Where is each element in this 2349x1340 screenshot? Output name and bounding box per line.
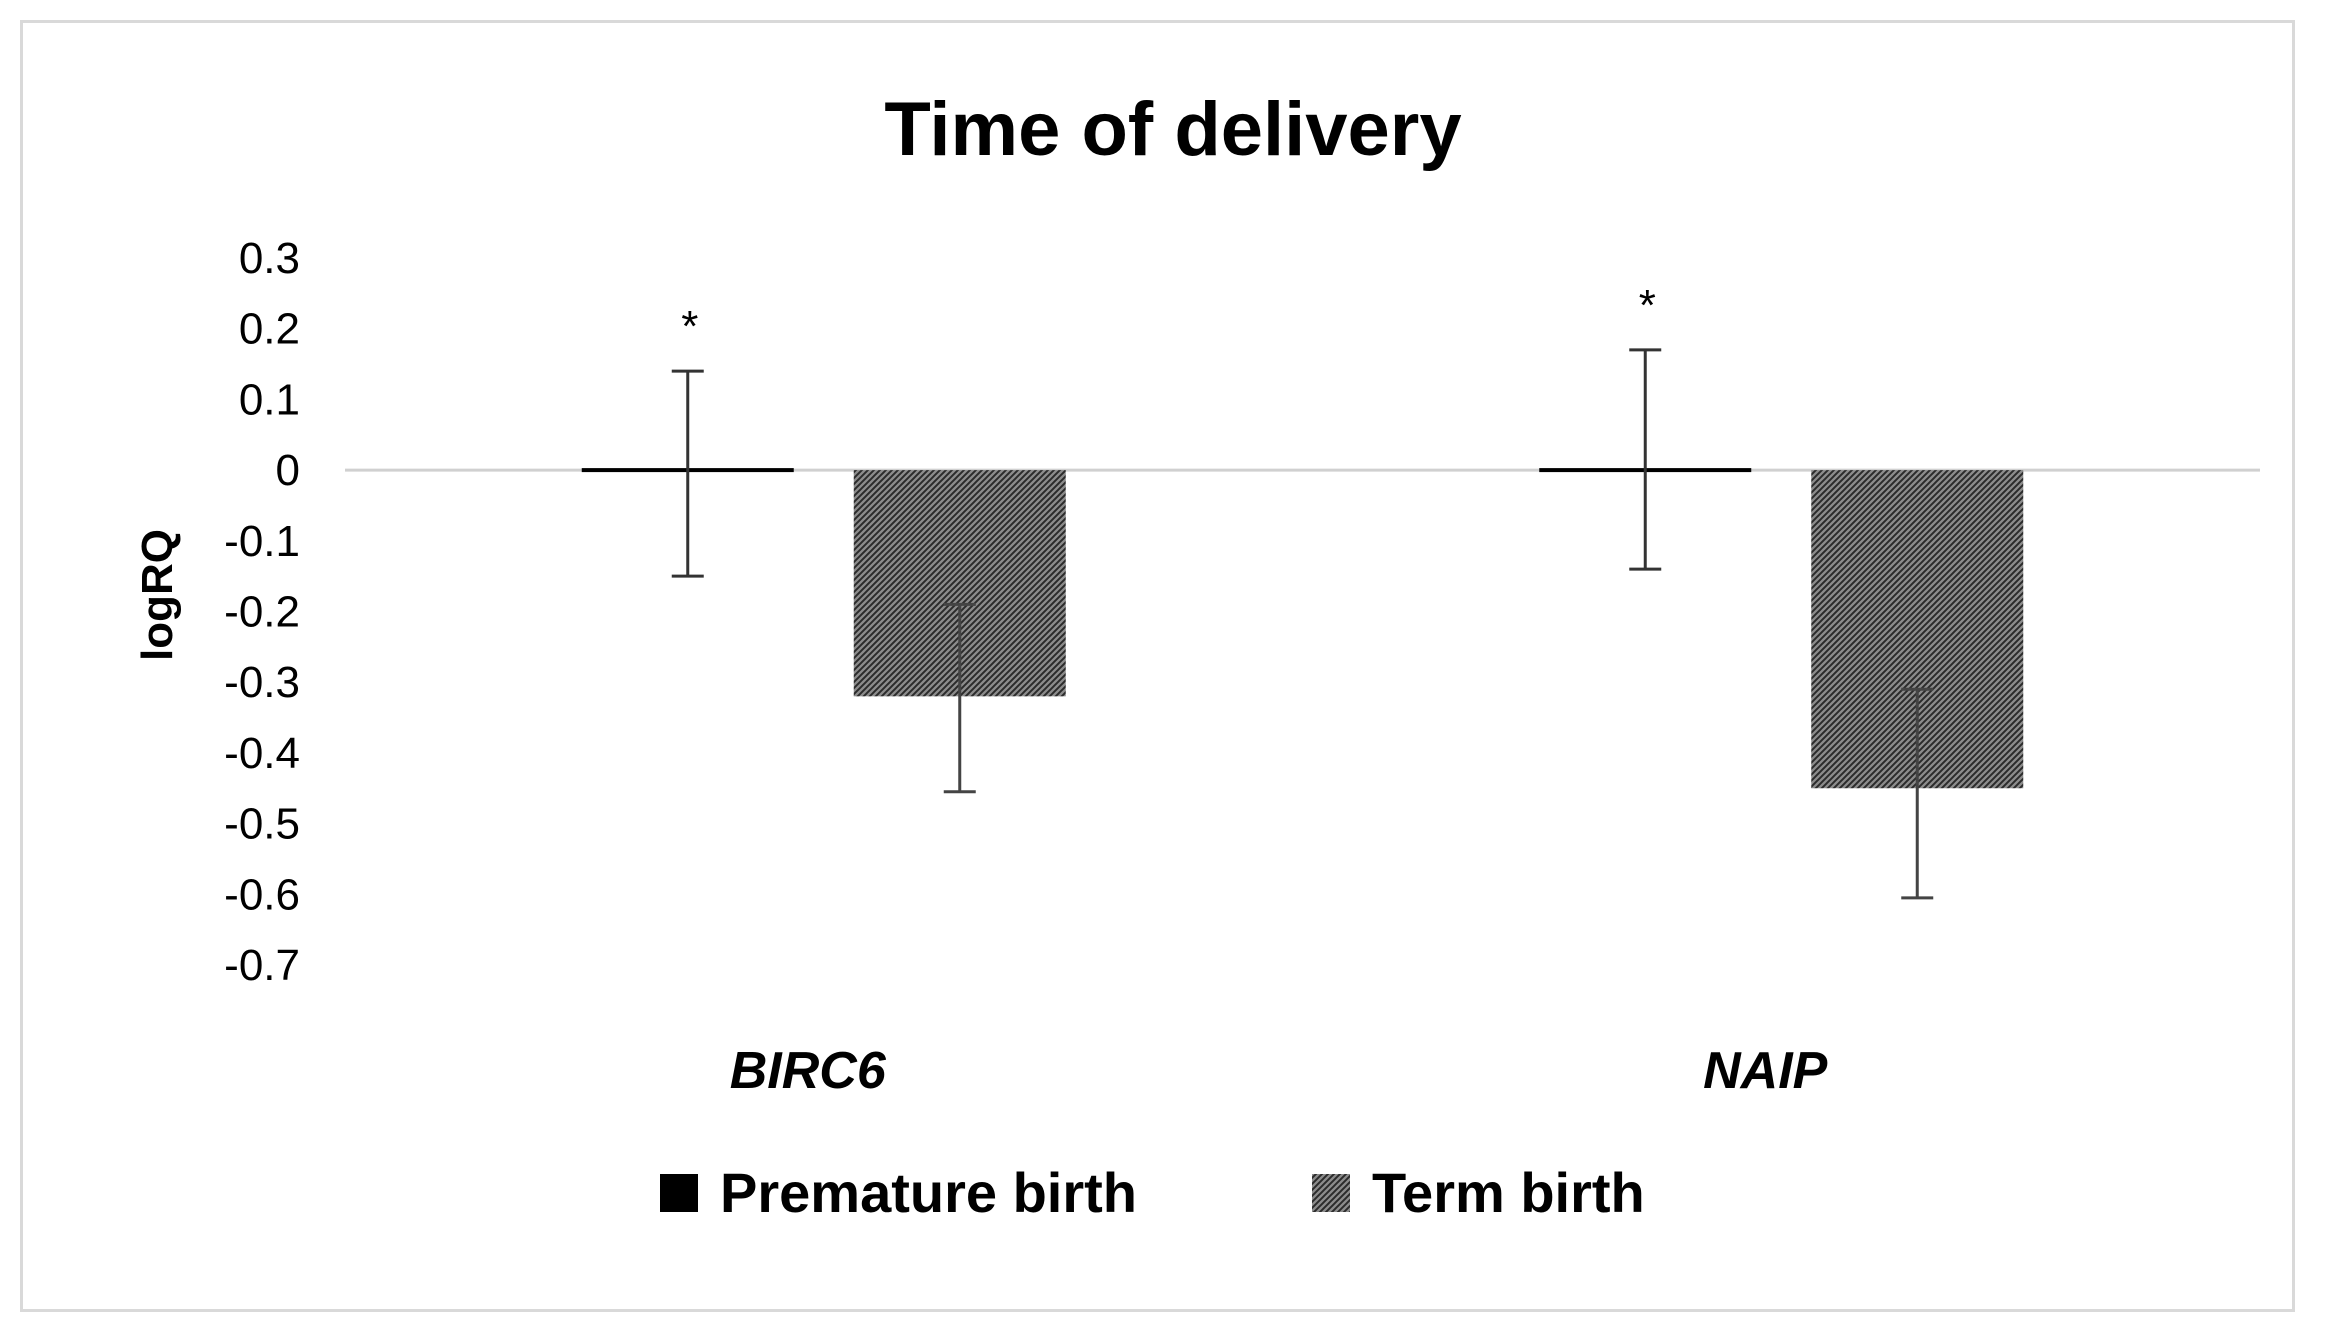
y-tick-label: -0.7 xyxy=(224,941,300,990)
y-tick-label: -0.1 xyxy=(224,517,300,566)
legend-swatch-term-birth xyxy=(1312,1174,1350,1212)
legend-label: Premature birth xyxy=(720,1161,1137,1224)
significance-marker: * xyxy=(681,302,698,351)
y-tick-label: 0.1 xyxy=(239,375,300,424)
legend-label: Term birth xyxy=(1372,1161,1645,1224)
y-tick-label: -0.3 xyxy=(224,658,300,707)
significance-marker: * xyxy=(1639,281,1656,330)
y-tick-label: -0.2 xyxy=(224,588,300,637)
y-tick-label: -0.5 xyxy=(224,800,300,849)
plot-area: * * xyxy=(345,281,2260,900)
category-labels: BIRC6 NAIP xyxy=(730,1042,1828,1100)
legend-swatch-premature-birth xyxy=(660,1174,698,1212)
category-label: BIRC6 xyxy=(730,1042,887,1100)
y-tick-label: -0.6 xyxy=(224,870,300,919)
legend: Premature birth Term birth xyxy=(660,1161,1645,1224)
category-label: NAIP xyxy=(1703,1042,1828,1100)
y-axis-ticks: 0.3 0.2 0.1 0 -0.1 -0.2 -0.3 -0.4 -0.5 -0.6 -0.7 xyxy=(224,234,300,990)
y-axis-label: logRQ xyxy=(133,529,182,661)
y-tick-label: -0.4 xyxy=(224,729,300,778)
chart-title: Time of delivery xyxy=(884,87,1461,172)
y-tick-label: 0.3 xyxy=(239,234,300,283)
y-tick-label: 0 xyxy=(276,446,300,495)
y-tick-label: 0.2 xyxy=(239,305,300,354)
